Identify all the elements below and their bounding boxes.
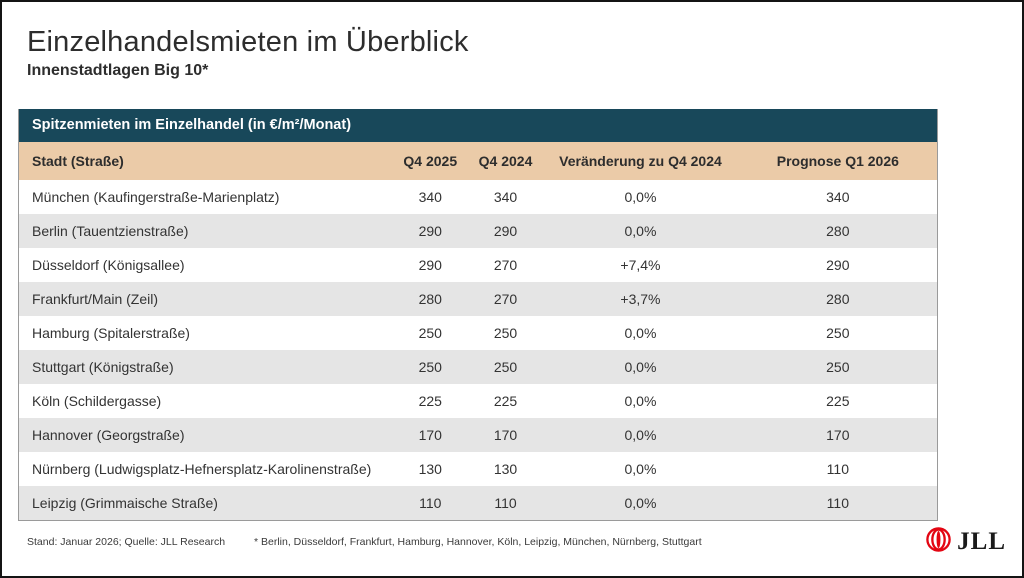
table-row: Köln (Schildergasse) 225 225 0,0% 225 <box>19 384 937 418</box>
city-cell: München (Kaufingerstraße-Marienplatz) <box>32 189 280 205</box>
q4-2024-cell: 130 <box>493 461 518 477</box>
forecast-cell: 250 <box>826 359 850 375</box>
forecast-cell: 340 <box>826 189 850 205</box>
change-cell: 0,0% <box>624 393 657 409</box>
forecast-cell: 280 <box>826 223 850 239</box>
city-cell: Stuttgart (Königstraße) <box>32 359 174 375</box>
q4-2025-cell: 290 <box>418 257 442 273</box>
table-row: Hamburg (Spitalerstraße) 250 250 0,0% 25… <box>19 316 937 350</box>
jll-logo-icon <box>925 526 952 558</box>
q4-2024-cell: 270 <box>493 257 518 273</box>
table-row: Stuttgart (Königstraße) 250 250 0,0% 250 <box>19 350 937 384</box>
change-cell: 0,0% <box>624 427 657 443</box>
q4-2024-cell: 110 <box>494 495 517 511</box>
forecast-cell: 250 <box>826 325 850 341</box>
q4-2025-cell: 110 <box>419 495 442 511</box>
q4-2025-cell: 250 <box>418 325 442 341</box>
column-header-change: Veränderung zu Q4 2024 <box>559 153 722 169</box>
forecast-cell: 110 <box>826 495 849 511</box>
forecast-cell: 225 <box>826 393 850 409</box>
city-cell: Berlin (Tauentzienstraße) <box>32 223 189 239</box>
table-header-row: Stadt (Straße) Q4 2025 Q4 2024 Veränderu… <box>19 142 937 180</box>
column-header-city: Stadt (Straße) <box>32 153 124 169</box>
q4-2024-cell: 225 <box>493 393 518 409</box>
change-cell: +7,4% <box>620 257 661 273</box>
city-cell: Köln (Schildergasse) <box>32 393 162 409</box>
q4-2024-cell: 270 <box>493 291 518 307</box>
city-cell: Nürnberg (Ludwigsplatz-Hefnersplatz-Karo… <box>32 461 372 477</box>
table-row: Hannover (Georgstraße) 170 170 0,0% 170 <box>19 418 937 452</box>
change-cell: 0,0% <box>624 359 657 375</box>
change-cell: 0,0% <box>624 495 657 511</box>
table-row: Düsseldorf (Königsallee) 290 270 +7,4% 2… <box>19 248 937 282</box>
forecast-cell: 280 <box>826 291 850 307</box>
q4-2025-cell: 225 <box>418 393 442 409</box>
table-body: München (Kaufingerstraße-Marienplatz) 34… <box>19 180 937 520</box>
city-cell: Hamburg (Spitalerstraße) <box>32 325 190 341</box>
q4-2024-cell: 170 <box>493 427 518 443</box>
q4-2025-cell: 130 <box>418 461 442 477</box>
q4-2024-cell: 290 <box>493 223 518 239</box>
q4-2025-cell: 250 <box>418 359 442 375</box>
city-cell: Leipzig (Grimmaische Straße) <box>32 495 218 511</box>
city-cell: Hannover (Georgstraße) <box>32 427 185 443</box>
column-header-q4-2024: Q4 2024 <box>478 153 533 169</box>
q4-2024-cell: 250 <box>493 325 518 341</box>
page-title: Einzelhandelsmieten im Überblick <box>27 26 469 58</box>
rent-table: Spitzenmieten im Einzelhandel (in €/m²/M… <box>18 109 938 521</box>
jll-logo: JLL <box>925 526 1006 558</box>
forecast-cell: 290 <box>826 257 850 273</box>
table-row: München (Kaufingerstraße-Marienplatz) 34… <box>19 180 937 214</box>
q4-2024-cell: 340 <box>493 189 518 205</box>
q4-2025-cell: 290 <box>418 223 442 239</box>
change-cell: 0,0% <box>624 461 657 477</box>
q4-2025-cell: 340 <box>418 189 442 205</box>
q4-2025-cell: 170 <box>418 427 442 443</box>
jll-logo-text: JLL <box>957 528 1006 555</box>
forecast-cell: 110 <box>826 461 849 477</box>
forecast-cell: 170 <box>826 427 850 443</box>
table-row: Leipzig (Grimmaische Straße) 110 110 0,0… <box>19 486 937 520</box>
change-cell: 0,0% <box>624 189 657 205</box>
column-header-q4-2025: Q4 2025 <box>403 153 458 169</box>
table-row: Frankfurt/Main (Zeil) 280 270 +3,7% 280 <box>19 282 937 316</box>
table-row: Nürnberg (Ludwigsplatz-Hefnersplatz-Karo… <box>19 452 937 486</box>
change-cell: 0,0% <box>624 325 657 341</box>
change-cell: +3,7% <box>620 291 661 307</box>
source-note: Stand: Januar 2026; Quelle: JLL Research <box>27 536 226 548</box>
table-row: Berlin (Tauentzienstraße) 290 290 0,0% 2… <box>19 214 937 248</box>
footnote: * Berlin, Düsseldorf, Frankfurt, Hamburg… <box>254 536 702 548</box>
change-cell: 0,0% <box>624 223 657 239</box>
q4-2025-cell: 280 <box>418 291 442 307</box>
city-cell: Frankfurt/Main (Zeil) <box>32 291 159 307</box>
column-header-forecast: Prognose Q1 2026 <box>776 153 899 169</box>
city-cell: Düsseldorf (Königsallee) <box>32 257 185 273</box>
table-caption: Spitzenmieten im Einzelhandel (in €/m²/M… <box>19 109 937 142</box>
page-subtitle: Innenstadtlagen Big 10* <box>27 62 209 79</box>
q4-2024-cell: 250 <box>493 359 518 375</box>
